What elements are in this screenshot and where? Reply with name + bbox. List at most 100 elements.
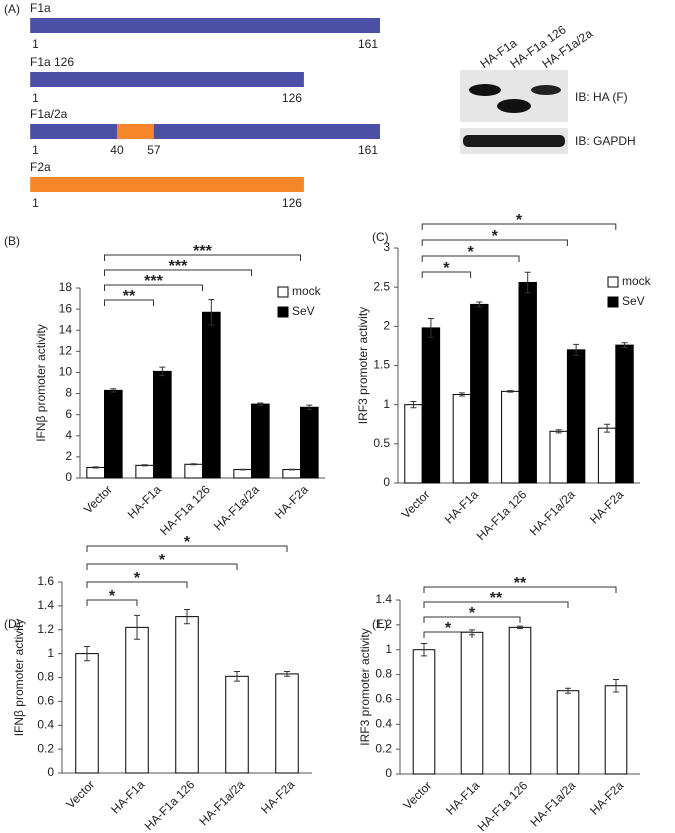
y-tick-label: 1 (383, 397, 390, 411)
x-tick-label: HA-F1a (125, 482, 164, 521)
y-tick-label: 1.5 (373, 358, 390, 372)
error-bar (190, 463, 197, 466)
error-bar (565, 687, 571, 694)
significance-bracket (421, 271, 472, 278)
bar (412, 649, 436, 775)
legend-swatch (607, 296, 619, 308)
significance-bracket (104, 284, 203, 291)
position-label: 1 (32, 91, 39, 105)
error-bar (141, 464, 148, 467)
bar (421, 327, 441, 484)
x-tick-label: HA-F1a 126 (474, 487, 530, 543)
y-tick-label: 1.4 (37, 598, 54, 612)
legend-swatch (277, 306, 289, 318)
blot-row-label: IB: HA (F) (575, 90, 628, 104)
y-tick-label: 0.8 (375, 667, 392, 681)
error-bar (288, 468, 295, 471)
error-bar (613, 679, 619, 693)
bar (75, 653, 99, 774)
x-tick-label: HA-F1a/2a (211, 482, 262, 533)
bar (452, 393, 472, 484)
error-bar (507, 390, 514, 393)
panel-label: (B) (4, 234, 20, 248)
y-tick-label: 1 (47, 646, 54, 660)
significance-bracket (104, 299, 154, 306)
significance-label: * (134, 570, 141, 587)
y-tick-label: 4 (65, 428, 72, 442)
significance-label: ** (490, 590, 503, 607)
legend-label: SeV (622, 294, 645, 308)
y-tick-label: 2 (383, 319, 390, 333)
bar (184, 463, 203, 479)
y-tick-label: 0.2 (375, 741, 392, 755)
bar (233, 469, 252, 479)
bar (202, 311, 221, 479)
error-bar (234, 671, 240, 682)
legend-swatch (277, 286, 289, 298)
x-tick-label: Vector (81, 482, 115, 516)
y-tick-label: 0 (65, 470, 72, 484)
construct-bar (30, 18, 380, 33)
significance-bracket (86, 581, 188, 588)
y-axis-title: IRF3 promoter activity (358, 628, 372, 745)
x-tick-label: HA-F1a/2a (196, 777, 247, 828)
bar (597, 427, 617, 484)
significance-bracket (421, 239, 568, 246)
position-label: 1 (32, 196, 39, 210)
error-bar (284, 671, 290, 677)
significance-bracket (104, 254, 301, 261)
error-bar (306, 404, 313, 410)
bar (282, 469, 301, 479)
y-tick-label: 14 (59, 322, 73, 336)
y-axis-title: IFNβ promoter activity (34, 324, 48, 442)
significance-label: ** (123, 288, 136, 305)
y-tick-label: 2 (65, 449, 72, 463)
x-tick-label: HA-F1a 126 (142, 777, 198, 833)
significance-bracket (86, 599, 138, 606)
y-tick-label: 6 (65, 407, 72, 421)
bar (125, 626, 149, 774)
significance-label: * (443, 260, 450, 277)
bar (470, 303, 489, 484)
x-tick-label: HA-F2a (587, 487, 626, 526)
bar (104, 389, 123, 479)
significance-label: * (516, 212, 523, 229)
bar (615, 344, 634, 484)
legend-swatch (607, 276, 619, 288)
y-tick-label: 10 (59, 365, 73, 379)
x-tick-label: HA-F2a (587, 778, 626, 817)
bar (460, 631, 484, 775)
bar (566, 349, 586, 484)
significance-label: *** (193, 243, 212, 260)
error-bar (92, 466, 99, 469)
position-label: 126 (282, 196, 302, 210)
significance-label: * (492, 228, 499, 245)
y-tick-label: 0.4 (37, 717, 54, 731)
position-label: 1 (32, 143, 39, 157)
x-tick-label: HA-F1a 126 (475, 778, 531, 833)
position-label: 161 (358, 143, 378, 157)
error-bar (573, 343, 580, 356)
position-label: 161 (358, 37, 378, 51)
error-bar (257, 402, 264, 406)
significance-bracket (421, 223, 617, 230)
significance-label: * (184, 534, 191, 551)
y-tick-label: 16 (59, 301, 73, 315)
error-bar (621, 342, 628, 348)
significance-label: *** (144, 273, 163, 290)
construct-bar (30, 124, 380, 139)
bar (275, 673, 299, 774)
bar (518, 281, 537, 484)
y-tick-label: 1.2 (375, 617, 392, 631)
panel-label: (E) (372, 617, 388, 631)
x-tick-label: HA-F1a/2a (527, 487, 578, 538)
legend-label: mock (622, 274, 652, 288)
construct-bar (30, 177, 304, 192)
y-tick-label: 0.5 (373, 436, 390, 450)
blot-membrane (460, 70, 568, 122)
x-tick-label: Vector (399, 487, 433, 521)
construct-name: F1a (30, 1, 51, 15)
significance-bracket (423, 601, 569, 608)
y-tick-label: 0 (383, 475, 390, 489)
